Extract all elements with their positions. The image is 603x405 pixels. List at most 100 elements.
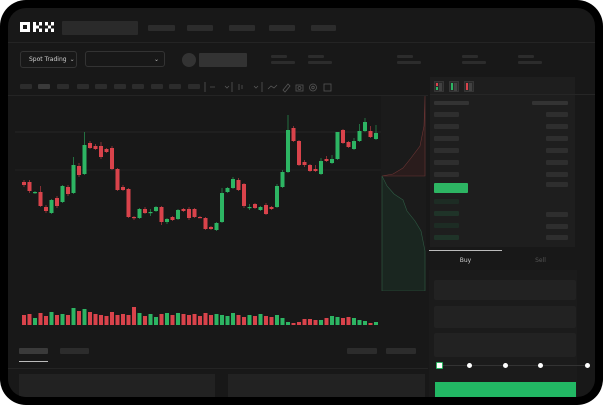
nav-item[interactable] — [229, 25, 255, 31]
depth-chart — [381, 96, 426, 291]
timeframe-button[interactable] — [57, 84, 69, 89]
tab-order-history[interactable] — [60, 348, 89, 354]
fullscreen-icon[interactable] — [323, 83, 332, 92]
candle — [203, 217, 208, 230]
volume-bar — [280, 318, 285, 325]
candle-body — [374, 133, 378, 139]
candle — [280, 170, 285, 188]
timeframe-button[interactable] — [95, 84, 107, 89]
candle — [297, 140, 301, 166]
candle — [154, 206, 158, 212]
candle — [192, 208, 197, 218]
candle-body — [33, 192, 37, 194]
slider-step[interactable] — [466, 363, 472, 368]
market-type-dropdown[interactable]: Spot Trading ⌄ — [20, 51, 77, 68]
candle-body — [55, 198, 59, 206]
candle-body — [22, 182, 26, 185]
volume-bar — [324, 318, 329, 325]
tab-open-orders[interactable] — [19, 348, 48, 354]
camera-icon[interactable] — [295, 84, 304, 92]
candle — [170, 216, 175, 221]
candle-body — [231, 179, 235, 188]
chart-tools — [204, 82, 332, 93]
candle-body — [49, 200, 54, 213]
amount-input[interactable] — [434, 306, 576, 328]
candle-body — [115, 169, 120, 190]
buy-tab-indicator — [429, 250, 502, 251]
timeframe-button[interactable] — [114, 84, 126, 89]
ask-price — [434, 172, 459, 177]
tab-sell[interactable]: Sell — [535, 257, 546, 264]
ruler-icon[interactable] — [282, 83, 291, 93]
order-book — [430, 77, 595, 247]
candle — [291, 126, 296, 142]
candle — [55, 196, 59, 208]
orderbook-asks-icon[interactable] — [464, 81, 474, 92]
filter-button[interactable] — [347, 348, 377, 354]
slider-step[interactable] — [537, 363, 543, 368]
candle — [275, 184, 279, 208]
timeframe-button[interactable] — [38, 84, 50, 89]
pair-avatar — [182, 53, 196, 67]
stat-label — [462, 55, 478, 58]
nav-item[interactable] — [269, 25, 295, 31]
bid-price — [434, 211, 459, 216]
slider-step[interactable] — [584, 363, 590, 368]
timeframe-button[interactable] — [188, 84, 200, 89]
candle-body — [66, 187, 70, 194]
timeframe-button[interactable] — [151, 84, 163, 89]
candle — [313, 165, 318, 172]
candle-body — [121, 187, 125, 190]
volume-bar — [335, 317, 340, 325]
candle — [77, 163, 81, 177]
volume-bar — [77, 311, 81, 325]
settings-icon[interactable] — [309, 83, 317, 92]
candlestick-chart[interactable] — [8, 8, 428, 338]
volume-bar — [71, 308, 76, 325]
volume-bar — [357, 320, 362, 325]
timeframe-button[interactable] — [132, 84, 144, 89]
candle — [368, 126, 373, 138]
timeframe-button[interactable] — [20, 84, 32, 89]
nav-item[interactable] — [187, 25, 213, 31]
candle — [93, 144, 98, 150]
candle-body — [368, 131, 373, 137]
slider-step[interactable] — [502, 363, 508, 368]
volume-bar — [165, 313, 169, 325]
info-card — [228, 374, 425, 397]
nav-item[interactable] — [148, 25, 175, 31]
candle-body — [203, 218, 208, 229]
search-input[interactable] — [62, 21, 138, 35]
candle-body — [137, 209, 142, 218]
bids-depth-area — [381, 175, 426, 291]
candle-type-icon[interactable] — [238, 84, 243, 90]
header-amount — [532, 101, 568, 105]
candle — [126, 188, 131, 218]
orderbook-both-icon[interactable] — [434, 81, 444, 92]
pair-dropdown[interactable]: ⌄ — [85, 51, 165, 67]
tab-buy[interactable]: Buy — [459, 257, 472, 264]
total-input[interactable] — [434, 333, 576, 357]
nav-item[interactable] — [311, 25, 336, 31]
volume-bar — [236, 315, 241, 325]
buy-button[interactable] — [435, 382, 576, 397]
okx-logo[interactable] — [20, 22, 58, 32]
chevron-down-icon[interactable] — [253, 85, 259, 89]
volume-bar — [258, 314, 263, 325]
slider-handle[interactable] — [436, 362, 443, 369]
volume-bar — [313, 320, 318, 325]
volume-bar — [82, 309, 87, 325]
price-input[interactable] — [434, 280, 576, 300]
filter-button[interactable] — [386, 348, 416, 354]
timeframe-button[interactable] — [77, 84, 89, 89]
candle-body — [170, 217, 175, 220]
candle-body — [297, 141, 301, 165]
volume-bar — [264, 316, 268, 325]
header-divider — [8, 42, 595, 43]
candle-body — [44, 207, 48, 211]
orderbook-bids-icon[interactable] — [449, 81, 459, 92]
chevron-down-icon[interactable] — [224, 85, 230, 89]
timeframe-button[interactable] — [169, 84, 181, 89]
candle-body — [77, 166, 81, 175]
line-tool-icon[interactable] — [267, 84, 278, 90]
